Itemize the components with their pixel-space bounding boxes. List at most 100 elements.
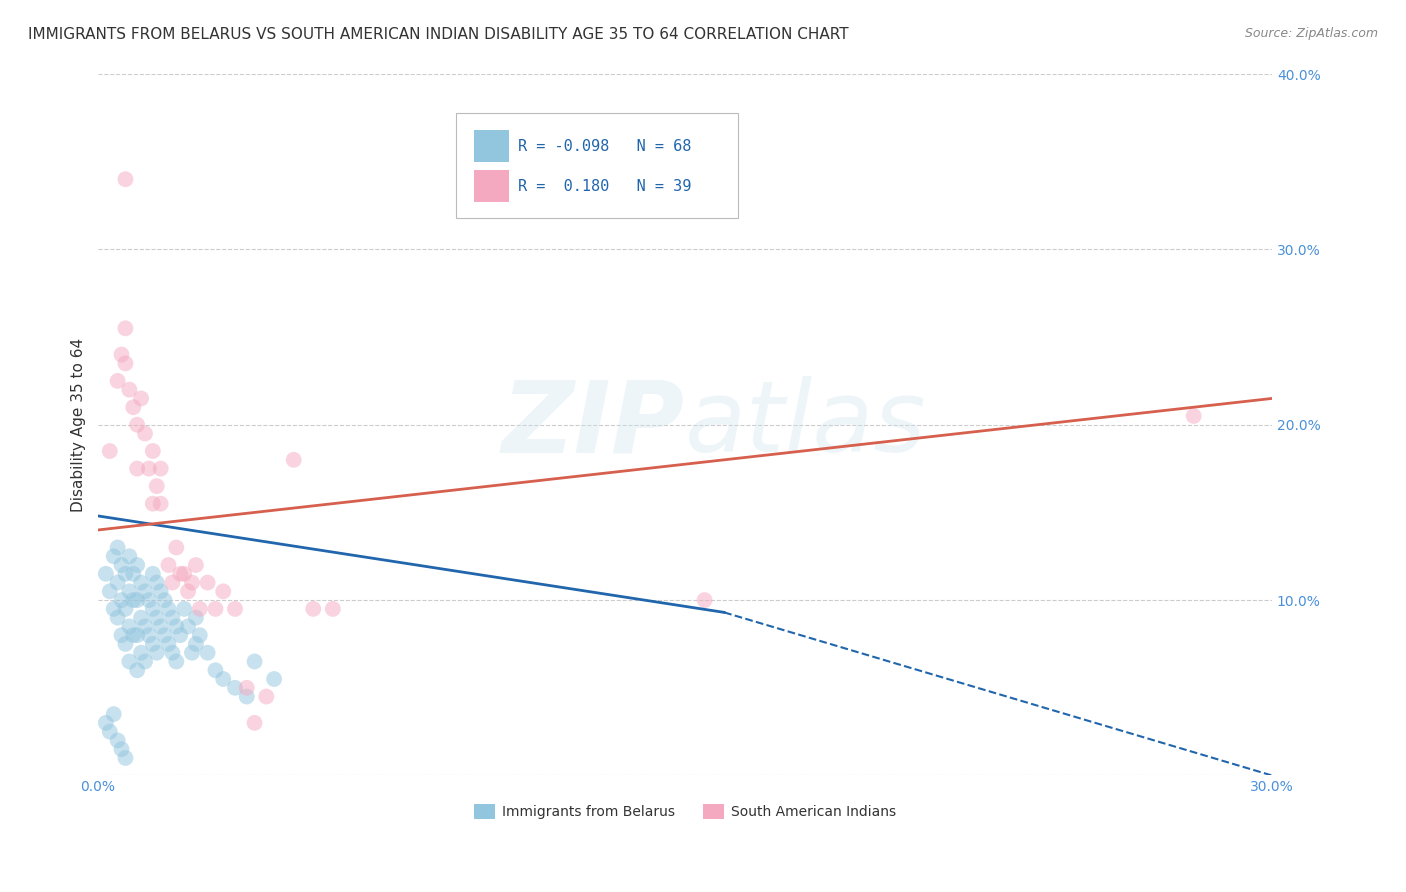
Point: [263, 672, 285, 686]
Point: [114, 637, 136, 651]
Point: [149, 619, 172, 633]
Point: [114, 321, 136, 335]
Point: [204, 663, 226, 677]
Point: [103, 707, 125, 722]
Point: [693, 593, 716, 607]
Point: [134, 426, 156, 441]
Point: [118, 383, 141, 397]
Point: [169, 566, 191, 581]
Point: [127, 461, 149, 475]
Point: [149, 461, 172, 475]
Point: [118, 584, 141, 599]
Point: [122, 628, 145, 642]
Point: [118, 619, 141, 633]
Point: [197, 575, 219, 590]
Point: [142, 602, 165, 616]
Point: [94, 715, 117, 730]
Point: [94, 566, 117, 581]
Text: IMMIGRANTS FROM BELARUS VS SOUTH AMERICAN INDIAN DISABILITY AGE 35 TO 64 CORRELA: IMMIGRANTS FROM BELARUS VS SOUTH AMERICA…: [28, 27, 849, 42]
Point: [162, 610, 184, 624]
Point: [114, 566, 136, 581]
Point: [145, 479, 167, 493]
Point: [157, 602, 180, 616]
Point: [165, 619, 187, 633]
FancyBboxPatch shape: [456, 112, 738, 218]
Point: [204, 602, 226, 616]
Point: [169, 628, 191, 642]
Point: [162, 646, 184, 660]
Point: [127, 663, 149, 677]
Point: [254, 690, 277, 704]
Point: [145, 646, 167, 660]
Point: [129, 392, 152, 406]
Legend: Immigrants from Belarus, South American Indians: Immigrants from Belarus, South American …: [468, 798, 901, 824]
Point: [107, 575, 129, 590]
Point: [322, 602, 344, 616]
Point: [224, 602, 246, 616]
Point: [114, 172, 136, 186]
Point: [165, 655, 187, 669]
Point: [98, 444, 121, 458]
Point: [129, 646, 152, 660]
Point: [107, 541, 129, 555]
Point: [103, 602, 125, 616]
Point: [1182, 409, 1205, 423]
Point: [184, 610, 207, 624]
Point: [129, 610, 152, 624]
Point: [110, 742, 132, 756]
Point: [145, 610, 167, 624]
Point: [134, 619, 156, 633]
FancyBboxPatch shape: [474, 170, 509, 202]
Text: Source: ZipAtlas.com: Source: ZipAtlas.com: [1244, 27, 1378, 40]
Point: [153, 593, 176, 607]
Point: [177, 584, 200, 599]
Point: [110, 348, 132, 362]
Point: [181, 646, 204, 660]
Point: [142, 637, 165, 651]
Point: [162, 575, 184, 590]
Point: [138, 593, 160, 607]
Point: [243, 655, 266, 669]
Point: [127, 628, 149, 642]
Point: [142, 566, 165, 581]
Point: [212, 584, 235, 599]
Point: [134, 655, 156, 669]
Point: [107, 733, 129, 747]
Point: [149, 497, 172, 511]
Point: [138, 461, 160, 475]
Point: [224, 681, 246, 695]
FancyBboxPatch shape: [474, 130, 509, 161]
Point: [98, 724, 121, 739]
Point: [145, 575, 167, 590]
Point: [98, 584, 121, 599]
Point: [142, 497, 165, 511]
Point: [114, 602, 136, 616]
Point: [134, 584, 156, 599]
Point: [122, 401, 145, 415]
Point: [181, 575, 204, 590]
Text: R =  0.180   N = 39: R = 0.180 N = 39: [519, 178, 692, 194]
Point: [103, 549, 125, 564]
Point: [165, 541, 187, 555]
Point: [188, 602, 211, 616]
Point: [127, 558, 149, 572]
Point: [107, 610, 129, 624]
Point: [110, 628, 132, 642]
Point: [129, 575, 152, 590]
Point: [302, 602, 325, 616]
Point: [173, 602, 195, 616]
Point: [107, 374, 129, 388]
Point: [110, 558, 132, 572]
Point: [114, 751, 136, 765]
Point: [142, 444, 165, 458]
Point: [173, 566, 195, 581]
Point: [114, 356, 136, 370]
Point: [235, 690, 257, 704]
Text: ZIP: ZIP: [502, 376, 685, 474]
Point: [157, 558, 180, 572]
Text: R = -0.098   N = 68: R = -0.098 N = 68: [519, 139, 692, 153]
Point: [212, 672, 235, 686]
Point: [197, 646, 219, 660]
Point: [127, 593, 149, 607]
Point: [149, 584, 172, 599]
